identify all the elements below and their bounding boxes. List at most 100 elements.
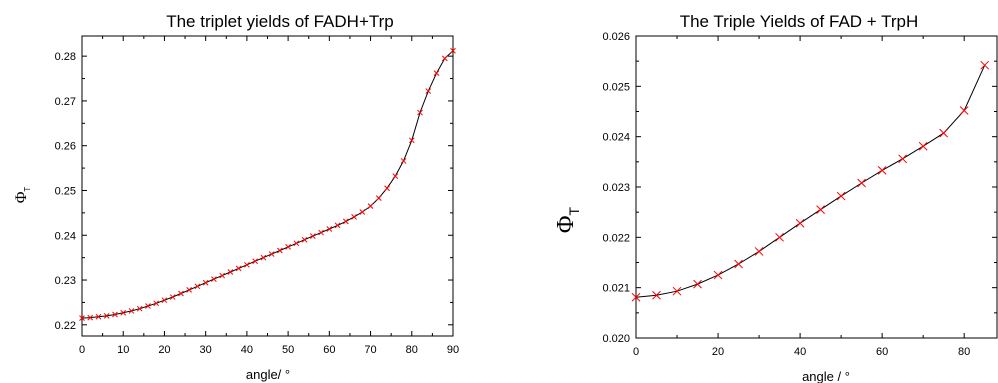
chart-1-y-axis-label: ΦT [13, 187, 32, 204]
chart-2-y-tick-label: 0.022 [602, 232, 630, 244]
chart-1-data-point [103, 312, 110, 319]
chart-1-data-point [326, 226, 333, 232]
chart-1-x-tick-label: 30 [200, 344, 212, 356]
chart-1-data-point [433, 70, 440, 77]
chart-1-data-point [293, 240, 300, 247]
chart-1-title: The triplet yields of FADH+Trp [166, 12, 394, 31]
chart-2-data-point [672, 286, 682, 296]
chart-2-title: The Triple Yields of FAD + TrpH [680, 12, 919, 31]
chart-1-y-tick-label: 0.25 [55, 185, 76, 197]
chart-1-data-point [235, 265, 242, 272]
chart-1-x-tick-label: 90 [447, 344, 459, 356]
chart-2-x-tick-label: 20 [712, 346, 724, 358]
chart-2-x-tick-label: 40 [794, 346, 806, 358]
chart-1-y-tick-label: 0.26 [55, 141, 76, 153]
chart-2-y-tick-label: 0.021 [602, 283, 630, 295]
chart-2-data-point [754, 247, 764, 256]
chart-2-y-tick-label: 0.024 [602, 132, 630, 144]
chart-1-data-point [211, 276, 217, 282]
chart-1: The triplet yields of FADH+Trp 0 10 20 30 40… [13, 12, 459, 382]
chart-2-data-point [816, 205, 825, 215]
chart-2-x-ticks: 0 20 40 60 80 [633, 36, 970, 358]
chart-1-data-point [136, 305, 143, 312]
chart-1-data-point [417, 109, 423, 116]
chart-2-data-point [795, 218, 805, 228]
chart-2-data-point [918, 141, 928, 151]
chart-2-data-point [898, 154, 908, 164]
chart-1-data-point [186, 287, 193, 293]
chart-1-data-point [219, 272, 226, 279]
chart-1-data-point [334, 222, 341, 229]
chart-1-y-tick-label: 0.22 [55, 320, 76, 332]
chart-1-data-point [227, 269, 234, 275]
chart-1-x-tick-label: 80 [406, 344, 418, 356]
chart-1-y-axis-label-main: Φ [13, 191, 30, 203]
chart-2-series-line [635, 64, 986, 298]
chart-1-data-point [384, 185, 390, 192]
chart-1-data-point [359, 209, 366, 215]
chart-2-data-point [713, 270, 723, 280]
chart-2-y-tick-label: 0.026 [602, 31, 630, 43]
chart-1-data-point [400, 158, 407, 164]
chart-1-data-point [392, 173, 399, 180]
chart-1-data-point [450, 47, 456, 54]
chart-1-plot-frame [81, 35, 454, 337]
chart-2-y-axis-label-main: Φ [553, 216, 579, 234]
chart-1-data-point [112, 311, 118, 318]
chart-2-data-point [959, 106, 969, 115]
chart-1-data-point [95, 313, 102, 320]
chart-1-data-point [309, 233, 316, 240]
chart-1-x-tick-label: 20 [158, 344, 170, 356]
chart-2-data-point [980, 60, 990, 70]
chart-2-plot-frame [635, 35, 998, 339]
chart-2-y-tick-label: 0.025 [602, 81, 630, 93]
chart-1-data-point [252, 258, 258, 265]
chart-2-data-point [631, 292, 641, 302]
chart-2: The Triple Yields of FAD + TrpH 0 20 40 60 8… [553, 12, 998, 383]
chart-2-x-tick-label: 80 [958, 346, 970, 358]
chart-1-data-point [153, 300, 160, 307]
chart-2-y-ticks: 0.020 0.021 0.022 0.023 0.024 0.025 0.026 [602, 31, 997, 345]
chart-1-data-point [169, 294, 176, 300]
chart-1-data-point [441, 55, 448, 62]
chart-1-data-point [260, 254, 267, 261]
chart-1-data-point [87, 314, 94, 321]
chart-1-series-line [81, 50, 454, 319]
chart-1-y-tick-label: 0.27 [55, 96, 76, 108]
chart-1-data-point [128, 308, 135, 314]
chart-2-data-point [734, 259, 743, 269]
chart-1-data-point [161, 297, 168, 304]
chart-1-data-point [367, 203, 374, 210]
chart-1-y-axis-label-sub: T [23, 187, 32, 192]
chart-1-data-point [285, 244, 291, 250]
chart-1-data-point [342, 218, 349, 225]
chart-1-data-point [408, 137, 415, 144]
chart-1-x-ticks: 0 10 20 30 40 50 60 70 80 90 [79, 36, 459, 356]
chart-1-data-point [244, 261, 250, 268]
chart-1-data-point [425, 88, 432, 94]
chart-1-data-point [178, 290, 184, 297]
chart-2-data-point [652, 290, 661, 300]
chart-1-x-axis-label: angle/ ° [246, 367, 290, 382]
chart-1-data-point [268, 251, 275, 257]
chart-2-data-point [775, 232, 784, 242]
chart-2-data-point [877, 166, 887, 175]
chart-1-x-tick-label: 60 [323, 344, 335, 356]
chart-1-data-point [145, 303, 151, 309]
chart-1-data-point [79, 315, 85, 321]
chart-2-x-axis-label: angle / ° [802, 369, 850, 383]
chart-1-series [79, 47, 456, 321]
chart-1-data-point [351, 214, 357, 220]
chart-1-data-point [375, 195, 382, 201]
chart-2-y-axis-label-sub: T [566, 207, 582, 216]
chart-1-data-point [277, 247, 283, 254]
chart-2-data-point [939, 128, 949, 138]
chart-1-data-point [120, 309, 127, 316]
chart-2-y-tick-label: 0.023 [602, 182, 630, 194]
chart-2-y-axis-label: ΦT [553, 207, 582, 234]
chart-2-x-tick-label: 0 [633, 346, 639, 358]
chart-2-y-tick-label: 0.020 [602, 333, 630, 345]
chart-1-data-point [301, 236, 308, 243]
chart-1-data-point [318, 229, 324, 236]
chart-1-data-point [194, 283, 201, 290]
